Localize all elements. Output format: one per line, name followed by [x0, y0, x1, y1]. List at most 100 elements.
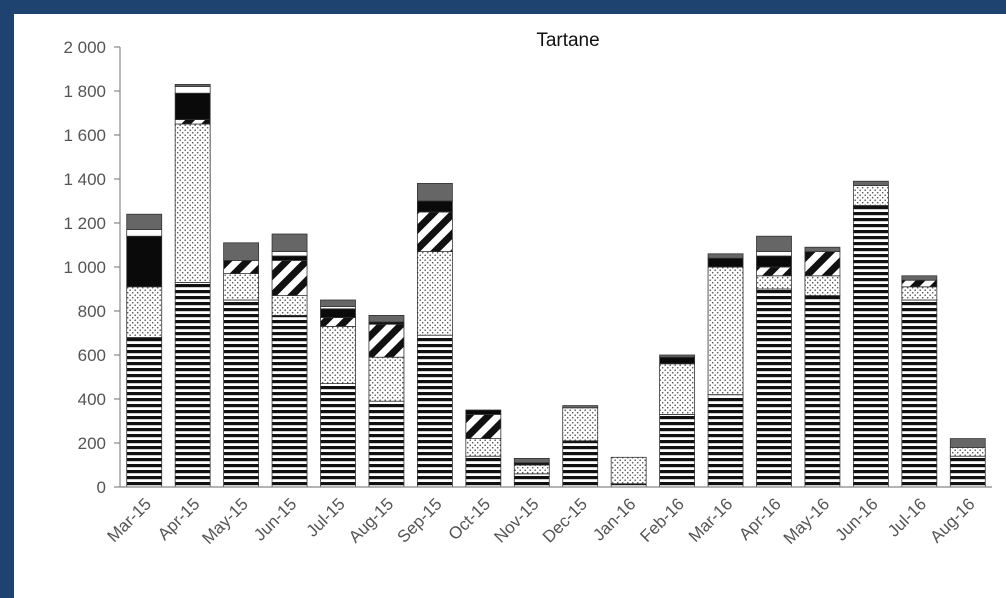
x-tick-label: Oct-15	[445, 494, 495, 544]
bar-segment	[756, 255, 792, 268]
y-tick-label: 1 000	[63, 258, 106, 277]
bar-segment	[707, 257, 744, 268]
bar-stack	[513, 457, 550, 488]
bar-segment	[949, 455, 986, 488]
bar-segment	[320, 299, 356, 307]
bar-segment	[320, 325, 356, 384]
bar-segment	[659, 363, 696, 415]
bar-segment	[659, 413, 696, 488]
bar-stack	[562, 405, 599, 488]
bar-stack	[368, 314, 405, 488]
bar-segment	[804, 246, 841, 252]
bar-stack	[610, 456, 647, 488]
bar-stack	[271, 233, 308, 488]
bar-segment	[804, 295, 841, 488]
x-tick-label: Nov-15	[490, 494, 542, 546]
x-tick-label: Mar-16	[685, 494, 737, 546]
bar-segment	[465, 413, 502, 439]
bar-segment	[901, 275, 938, 281]
bar-stack	[126, 213, 163, 488]
bar-segment	[513, 464, 550, 475]
bar-segment	[852, 204, 889, 488]
bar-segment	[707, 253, 744, 259]
bar-segment	[804, 251, 841, 277]
bar-segment	[368, 400, 405, 488]
bar-segment	[852, 185, 889, 206]
x-tick-label: May-16	[780, 494, 834, 548]
bar-segment	[416, 200, 453, 213]
bar-stack	[901, 275, 938, 488]
bar-segment	[707, 394, 744, 488]
bar-stack	[223, 242, 260, 488]
chart-panel: Tartane 0 200 400 600 800 1 000 1 200 1 400 1 60…	[14, 14, 1006, 598]
x-tick-label: Aug-15	[345, 494, 397, 546]
bar-segment	[416, 334, 453, 488]
y-tick-label: 800	[78, 302, 106, 321]
y-tick-label: 600	[78, 346, 106, 365]
bar-segment	[756, 266, 792, 277]
y-tick-label: 1 800	[63, 82, 106, 101]
bar-stack	[320, 299, 356, 488]
bar-stack	[416, 182, 453, 488]
bar-segment	[562, 405, 599, 409]
bar-segment	[756, 275, 792, 290]
bar-segment	[174, 123, 211, 283]
y-tick-label: 2 000	[63, 38, 106, 57]
bar-segment	[901, 286, 938, 301]
bar-segment	[126, 286, 163, 338]
bar-segment	[368, 314, 405, 323]
bar-segment	[320, 317, 356, 327]
x-tick-label: Feb-16	[636, 494, 688, 546]
bar-segment	[368, 323, 405, 358]
bar-segment	[271, 233, 308, 253]
bar-segment	[223, 299, 260, 488]
bar-segment	[271, 259, 308, 296]
bar-segment	[126, 229, 163, 237]
bar-segment	[513, 457, 550, 464]
bar-segment	[465, 409, 502, 415]
x-tick-label: Jun-16	[832, 494, 882, 544]
bar-stack	[707, 253, 744, 488]
bar-segment	[707, 266, 744, 395]
bar-segment	[562, 440, 599, 488]
x-tick-label: Mar-15	[104, 494, 156, 546]
bar-segment	[416, 182, 453, 202]
bar-segment	[852, 180, 889, 186]
bar-segment	[465, 438, 502, 457]
bar-segment	[901, 279, 938, 288]
bar-stack	[804, 246, 841, 488]
bar-segment	[174, 281, 211, 488]
bar-segment	[271, 295, 308, 316]
x-tick-label: Jun-15	[250, 494, 300, 544]
bar-segment	[949, 446, 986, 457]
x-tick-label: Sep-15	[394, 494, 446, 546]
chart-title: Tartane	[536, 30, 599, 51]
bar-segment	[416, 251, 453, 336]
y-tick-label: 200	[78, 434, 106, 453]
x-tick-label: Jan-16	[589, 494, 639, 544]
bar-segment	[126, 336, 163, 488]
x-tick-label: Aug-16	[926, 494, 978, 546]
bar-segment	[610, 456, 647, 485]
bar-segment	[174, 84, 211, 88]
x-tick-label: Apr-15	[154, 494, 204, 544]
bar-segment	[804, 275, 841, 296]
bar-segment	[465, 455, 502, 488]
bar-segment	[271, 314, 308, 488]
bar-segment	[126, 213, 163, 230]
bar-segment	[223, 273, 260, 301]
x-tick-label: Jul-15	[303, 494, 349, 540]
y-tick-label: 0	[97, 478, 106, 497]
bar-stack	[756, 235, 792, 488]
bar-stack	[659, 354, 696, 488]
bar-stack	[465, 409, 502, 488]
bar-segment	[756, 235, 792, 252]
bar-segment	[368, 356, 405, 402]
stacked-bar-chart: Tartane 0 200 400 600 800 1 000 1 200 1 400 1 60…	[63, 30, 992, 548]
bar-segment	[174, 119, 211, 125]
x-tick-label: May-15	[198, 494, 252, 548]
x-tick-label: Apr-16	[735, 494, 785, 544]
y-tick-label: 400	[78, 390, 106, 409]
bar-segment	[320, 308, 356, 318]
bar-segment	[562, 407, 599, 442]
